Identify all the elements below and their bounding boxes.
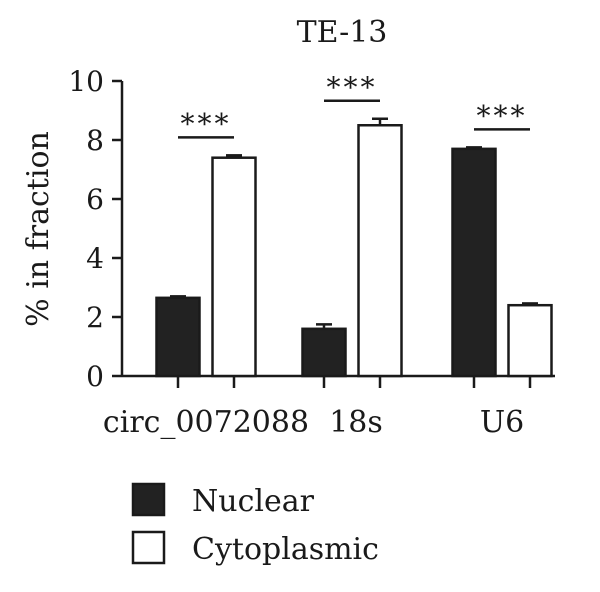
y-tick-label: 10: [68, 65, 104, 98]
y-axis-label: % in fraction: [21, 131, 56, 327]
x-category-label: circ_0072088: [103, 405, 309, 440]
y-tick-label: 8: [86, 124, 104, 157]
y-tick-label: 6: [86, 183, 104, 216]
bar-nuclear-0: [155, 296, 201, 378]
bar-nuclear-2: [451, 147, 497, 378]
bar-cytoplasmic-0: [211, 156, 257, 378]
bar-cytoplasmic-2: [507, 303, 553, 378]
y-tick-label: 0: [86, 360, 104, 393]
x-category-label: U6: [480, 405, 524, 440]
y-tick-label: 4: [86, 242, 104, 275]
y-tick-label: 2: [86, 301, 104, 334]
legend-label-cytoplasmic: Cytoplasmic: [192, 532, 379, 567]
x-ticks: circ_0072088 18s U6: [103, 376, 532, 440]
y-ticks: 0 2 4 6 8 10: [68, 65, 122, 393]
legend-label-nuclear: Nuclear: [192, 484, 315, 519]
bars: [155, 124, 553, 378]
significance-markers: *** *** ***: [178, 71, 530, 140]
significance-label: ***: [181, 107, 232, 140]
legend-swatch-nuclear: [131, 482, 166, 517]
bar-cytoplasmic-1: [357, 124, 403, 378]
legend: Nuclear Cytoplasmic: [131, 482, 379, 567]
error-bars: [170, 117, 538, 329]
x-category-label: 18s: [329, 405, 383, 440]
legend-swatch-cytoplasmic: [131, 530, 166, 565]
bar-nuclear-1: [301, 327, 347, 378]
significance-label: ***: [477, 99, 528, 132]
chart-title: TE-13: [297, 15, 388, 50]
significance-label: ***: [327, 71, 378, 104]
